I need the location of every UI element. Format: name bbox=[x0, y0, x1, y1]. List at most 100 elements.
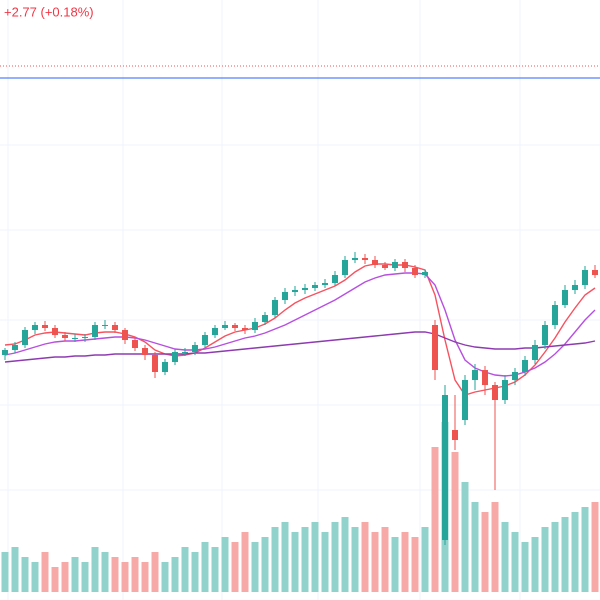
candle-body bbox=[282, 292, 288, 300]
candle-body bbox=[482, 370, 488, 385]
volume-bar bbox=[461, 482, 469, 592]
candle-body bbox=[402, 262, 408, 268]
candle-body bbox=[332, 275, 338, 283]
volume-bar bbox=[331, 522, 339, 592]
candle-body bbox=[292, 290, 298, 292]
volume-bar bbox=[471, 502, 479, 592]
volume-bar bbox=[531, 537, 539, 592]
candle-body bbox=[492, 385, 498, 400]
moving-average bbox=[4, 331, 596, 363]
candle-body bbox=[172, 352, 178, 362]
candle-body bbox=[312, 285, 318, 288]
candle-body bbox=[592, 270, 598, 275]
candle-body bbox=[392, 262, 398, 268]
candle-body bbox=[152, 355, 158, 372]
volume-bar bbox=[571, 512, 579, 592]
candle-body bbox=[52, 328, 58, 335]
volume-bar bbox=[1, 552, 9, 592]
volume-bar bbox=[171, 557, 179, 592]
volume-bar bbox=[91, 547, 99, 592]
volume-bar bbox=[351, 527, 359, 592]
candle-body bbox=[32, 325, 38, 330]
volume-bar bbox=[211, 547, 219, 592]
volume-bar bbox=[341, 517, 349, 592]
candle-body bbox=[222, 325, 228, 328]
volume-bar bbox=[371, 532, 379, 592]
candle-body bbox=[562, 290, 568, 305]
volume-bar bbox=[51, 567, 59, 592]
volume-bar bbox=[561, 517, 569, 592]
candle-body bbox=[112, 325, 118, 330]
volume-bar bbox=[491, 502, 499, 592]
candle-body bbox=[42, 325, 48, 328]
candle-body bbox=[262, 315, 268, 322]
candle-body bbox=[512, 372, 518, 380]
candle-body bbox=[212, 328, 218, 335]
candle-body bbox=[442, 395, 448, 540]
candle-body bbox=[572, 285, 578, 290]
candle-body bbox=[162, 362, 168, 372]
volume-bar bbox=[21, 557, 29, 592]
candle-body bbox=[322, 283, 328, 285]
candle-body bbox=[12, 345, 18, 350]
volume-bar bbox=[201, 542, 209, 592]
volume-bar bbox=[511, 532, 519, 592]
volume-bar bbox=[131, 557, 139, 592]
volume-bar bbox=[551, 522, 559, 592]
candle-body bbox=[202, 335, 208, 345]
volume-bar bbox=[481, 512, 489, 592]
candle-body bbox=[362, 258, 368, 260]
price-lines bbox=[0, 65, 600, 79]
candle-body bbox=[582, 270, 588, 285]
volume-bar bbox=[141, 562, 149, 592]
candle-body bbox=[412, 268, 418, 275]
volume-bar bbox=[221, 537, 229, 592]
candle-body bbox=[182, 352, 188, 353]
volume-bar bbox=[181, 547, 189, 592]
volume-bar bbox=[41, 552, 49, 592]
candle-body bbox=[102, 325, 108, 326]
candle-body bbox=[552, 305, 558, 325]
volume-bar bbox=[111, 557, 119, 592]
candle-body bbox=[252, 322, 258, 330]
candle-body bbox=[372, 260, 378, 265]
candle-body bbox=[462, 380, 468, 420]
volume-bar bbox=[31, 562, 39, 592]
volume-bar bbox=[251, 542, 259, 592]
volume-layer bbox=[1, 422, 599, 592]
volume-bar bbox=[61, 562, 69, 592]
volume-bar bbox=[361, 522, 369, 592]
volume-bar bbox=[521, 542, 529, 592]
candle-body bbox=[132, 340, 138, 348]
candle-body bbox=[62, 335, 68, 338]
price-change: +2.77 (+0.18%) bbox=[4, 4, 94, 19]
volume-bar bbox=[161, 562, 169, 592]
volume-bar bbox=[261, 537, 269, 592]
candle-body bbox=[522, 360, 528, 372]
candle-body bbox=[192, 345, 198, 352]
volume-bar bbox=[191, 552, 199, 592]
volume-bar bbox=[271, 527, 279, 592]
candle-body bbox=[432, 325, 438, 370]
candle-body bbox=[502, 380, 508, 400]
candle-body bbox=[342, 260, 348, 275]
volume-bar bbox=[241, 532, 249, 592]
volume-bar bbox=[451, 452, 459, 592]
candle-body bbox=[142, 348, 148, 355]
candle-body bbox=[352, 258, 358, 260]
volume-bar bbox=[321, 532, 329, 592]
candle-body bbox=[232, 325, 238, 328]
candle-body bbox=[22, 330, 28, 345]
candle-body bbox=[452, 430, 458, 440]
candle-body bbox=[242, 328, 248, 330]
volume-bar bbox=[291, 532, 299, 592]
candle-body bbox=[382, 265, 388, 268]
candle-body bbox=[92, 325, 98, 337]
volume-bar bbox=[151, 552, 159, 592]
candle-body bbox=[82, 337, 88, 338]
volume-bar bbox=[81, 562, 89, 592]
volume-bar bbox=[411, 537, 419, 592]
candle-body bbox=[272, 300, 278, 315]
